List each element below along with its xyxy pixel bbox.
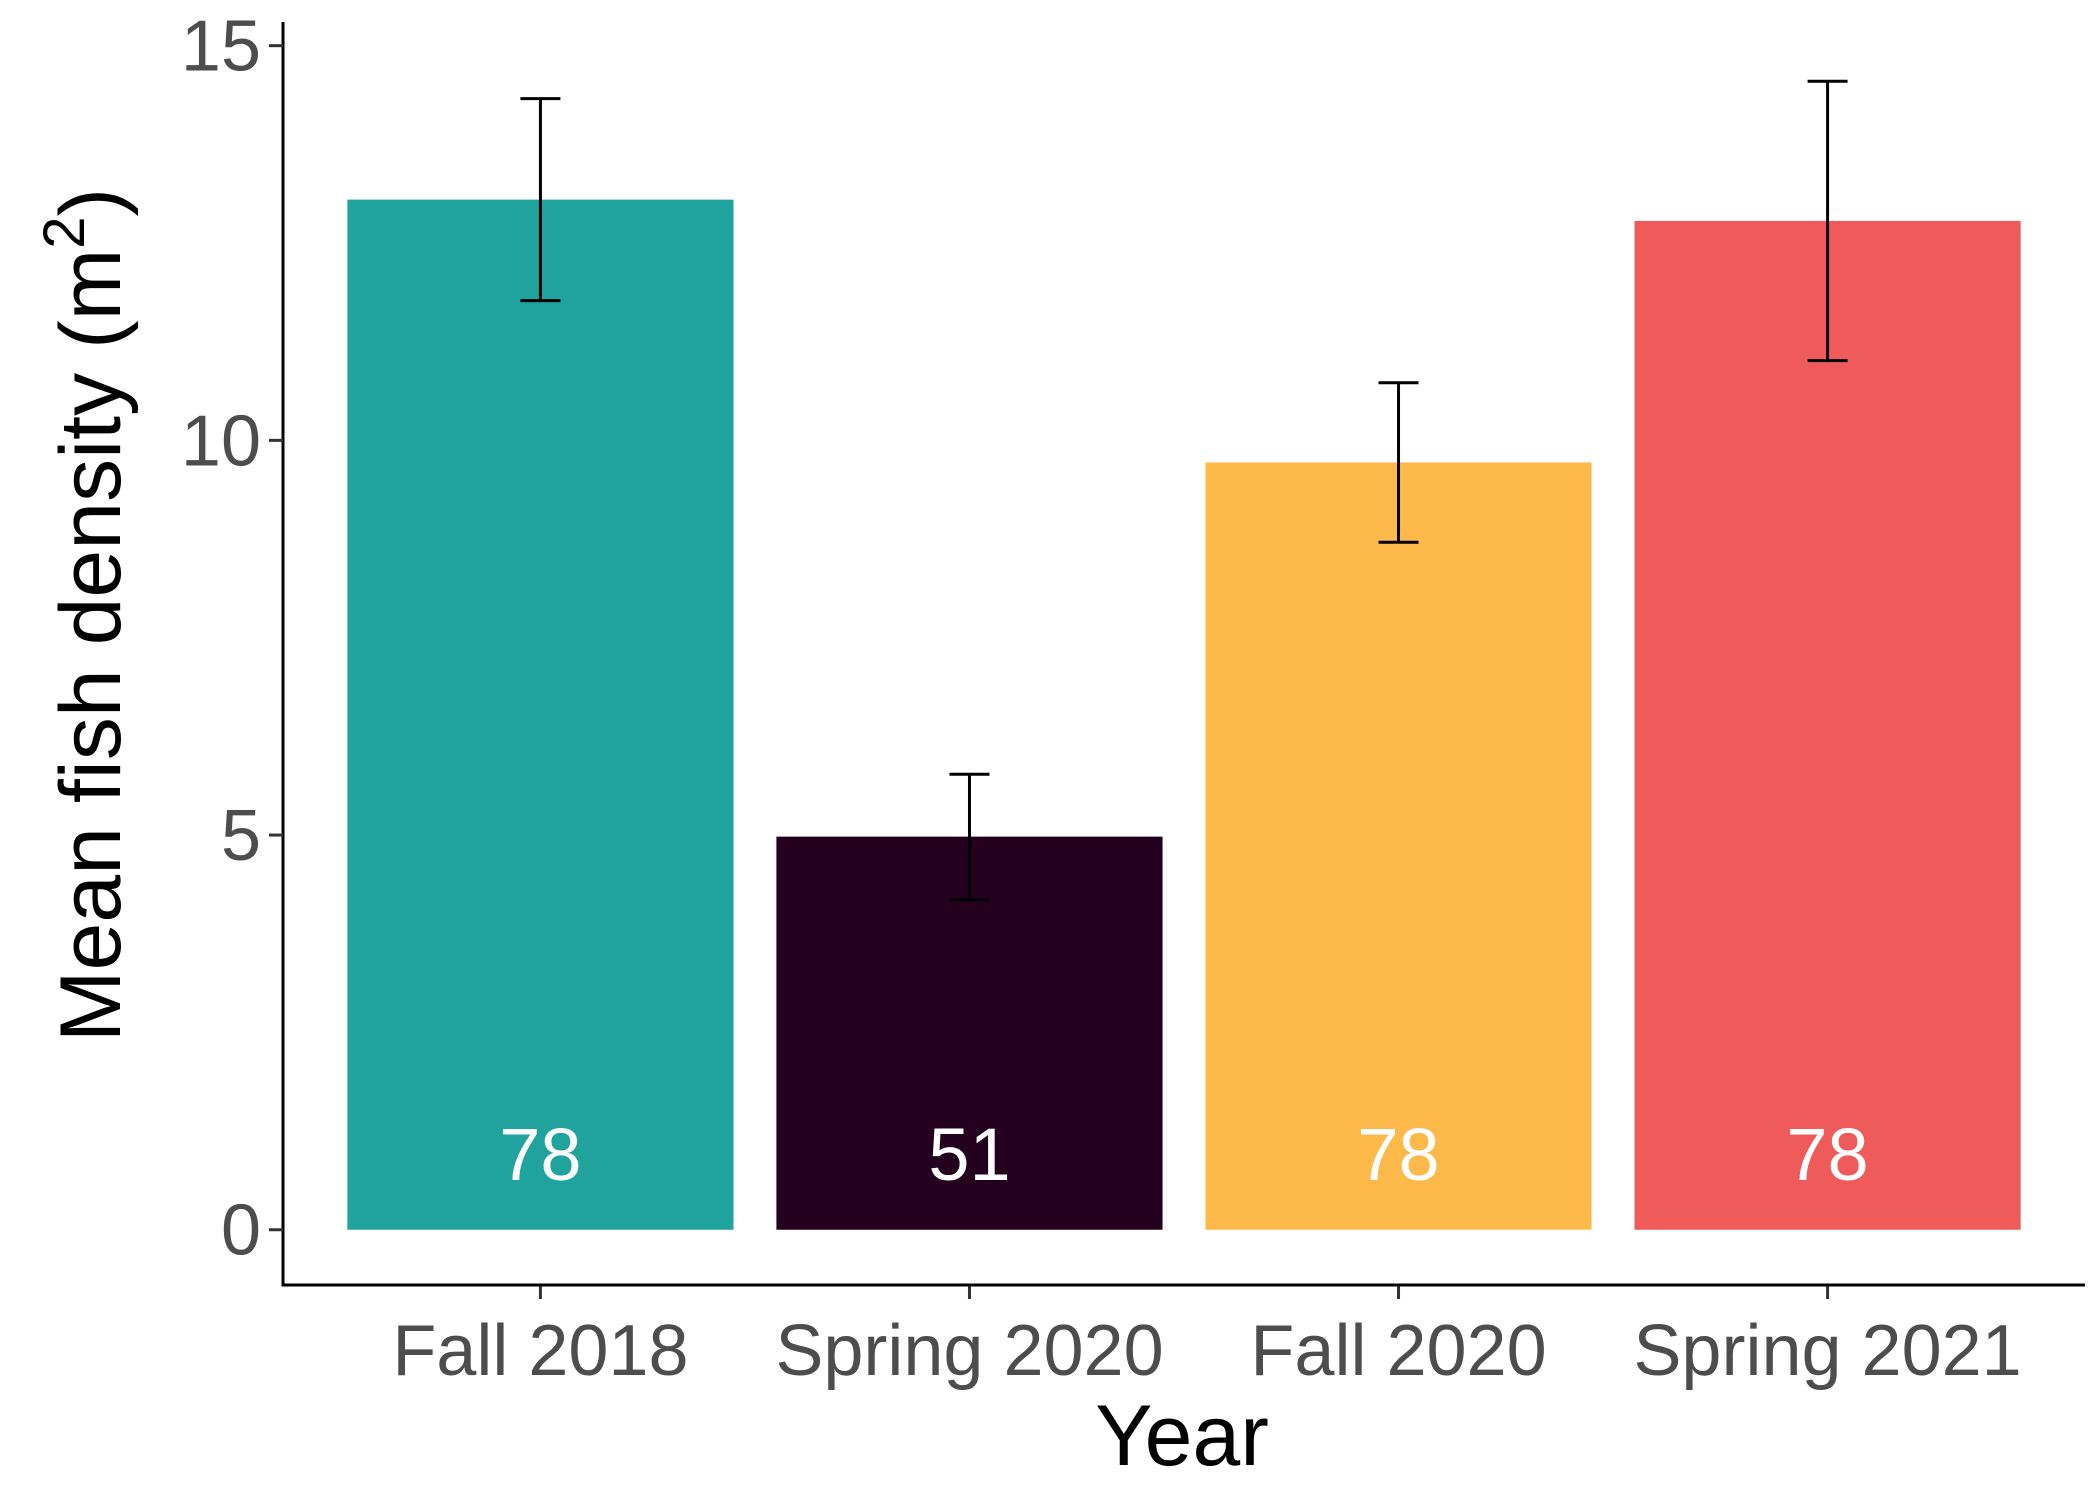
tick-labels-layer: Fall 2018 Spring 2020 Fall 2020 Spring 2021… [181,7,2022,1391]
x-axis-title: Year [1095,1388,1269,1484]
bar-count-label-4: 78 [1786,1113,1868,1196]
y-axis-title-unit: m [43,249,139,321]
x-tick-label-1: Fall 2018 [392,1311,688,1391]
y-tick-label-2: 5 [221,796,261,876]
y-axis-title-open-paren: ( [43,320,139,349]
y-tick-label-4: 15 [181,7,261,87]
bar-count-labels: 78 51 78 78 [499,1113,1868,1196]
y-axis-title-close-paren: ) [43,188,139,217]
bar-1 [347,199,734,1230]
bar-count-label-3: 78 [1357,1113,1439,1196]
x-tick-label-3: Fall 2020 [1250,1311,1546,1391]
y-axis-title-exponent: 2 [32,216,97,248]
axes-layer [269,22,2085,1299]
bar-3 [1205,462,1592,1230]
bar-2 [776,836,1163,1230]
bar-count-label-1: 78 [499,1113,581,1196]
bar-4 [1634,220,2021,1230]
y-tick-label-1: 0 [221,1191,261,1271]
y-axis-title: Mean fish density (m2) [32,188,139,1042]
error-bars-layer [520,79,1848,902]
bar-count-label-2: 51 [928,1113,1010,1196]
x-tick-label-2: Spring 2020 [775,1311,1163,1391]
bars-layer [347,199,2021,1230]
y-axis-title-main: Mean fish density [43,349,139,1042]
x-tick-label-4: Spring 2021 [1633,1311,2021,1391]
y-tick-label-3: 10 [181,401,261,481]
